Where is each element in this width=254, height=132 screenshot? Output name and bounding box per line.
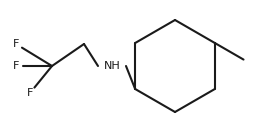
Text: NH: NH <box>104 61 120 71</box>
Text: F: F <box>13 61 19 71</box>
Text: F: F <box>27 88 33 98</box>
Text: F: F <box>13 39 19 49</box>
